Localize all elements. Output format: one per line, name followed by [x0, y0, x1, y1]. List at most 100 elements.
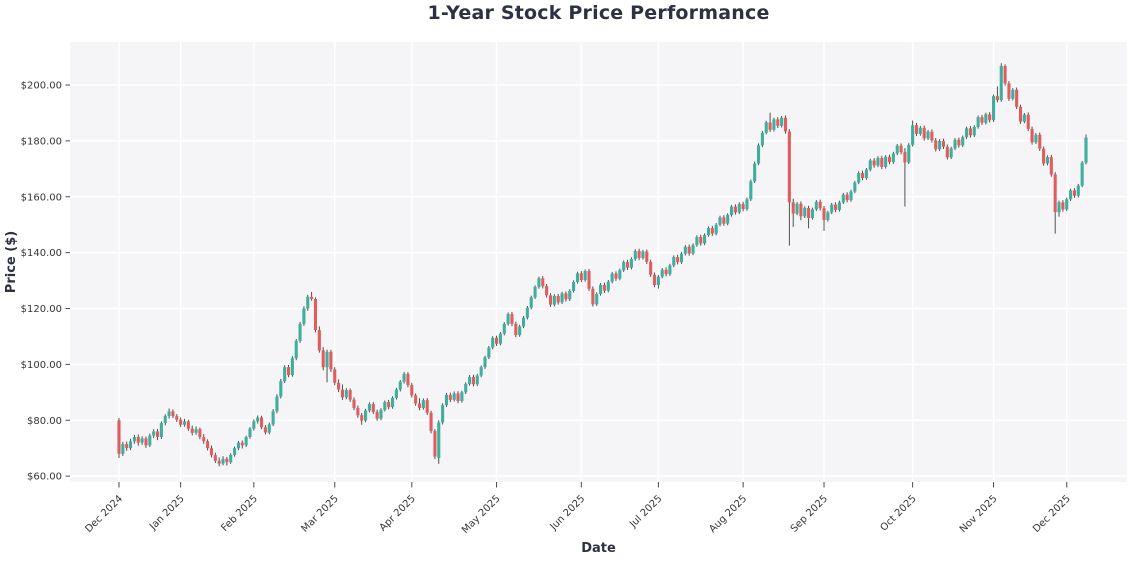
candle-body-up — [926, 131, 930, 139]
candle-body-up — [148, 435, 152, 446]
candle-body-down — [175, 416, 179, 420]
candle-body-up — [444, 394, 449, 406]
candle-body-up — [152, 431, 156, 436]
candle-body-up — [252, 421, 256, 429]
candle-body-up — [552, 295, 556, 305]
candle-body-up — [248, 428, 252, 438]
candle-body-up — [737, 204, 741, 213]
candle-body-down — [337, 382, 341, 390]
candle-body-down — [922, 127, 926, 139]
candle-body-up — [306, 296, 310, 309]
candle-body-up — [772, 119, 776, 130]
candle-body-up — [506, 314, 510, 324]
candle-body-up — [610, 273, 614, 282]
candle-body-up — [726, 214, 730, 224]
candle-body-up — [236, 442, 240, 449]
candle-body-up — [1076, 185, 1080, 196]
candle-body-down — [410, 385, 414, 396]
candle-body-up — [364, 410, 368, 421]
candle-body-down — [587, 271, 591, 289]
y-tick-label: $120.00 — [21, 304, 62, 315]
candle-body-down — [471, 376, 475, 385]
candle-body-up — [283, 367, 287, 382]
candle-body-down — [1007, 83, 1011, 99]
candle-body-up — [475, 375, 479, 385]
candle-body-up — [595, 293, 599, 305]
candle-body-up — [976, 117, 980, 127]
candle-body-up — [464, 383, 468, 393]
candle-body-up — [129, 441, 133, 449]
candle-body-up — [221, 458, 225, 464]
candle-body-down — [652, 274, 657, 286]
candle-body-up — [599, 284, 603, 294]
candle-body-down — [783, 117, 788, 132]
y-tick-label: $200.00 — [21, 81, 62, 92]
candle-body-up — [629, 259, 633, 268]
candle-body-down — [136, 437, 140, 443]
candle-body-up — [483, 357, 487, 368]
candle-body-up — [383, 402, 387, 410]
candle-body-up — [826, 212, 830, 220]
candle-body-up — [390, 397, 395, 408]
candle-body-down — [988, 114, 992, 121]
candle-body-up — [961, 137, 965, 146]
candle-body-up — [159, 423, 163, 438]
candle-body-down — [880, 157, 884, 167]
candle-body-down — [872, 160, 876, 166]
x-tick-label: Jan 2025 — [147, 493, 187, 533]
candle-body-up — [991, 96, 996, 121]
candle-body-up — [953, 139, 957, 149]
candle-body-down — [448, 394, 452, 400]
candle-body-up — [163, 416, 167, 424]
candle-body-down — [807, 207, 811, 218]
candle-body-down — [579, 273, 583, 281]
candle-body-up — [1069, 190, 1073, 200]
y-tick-label: $80.00 — [27, 416, 62, 427]
candle-body-up — [876, 157, 880, 166]
candle-body-up — [479, 367, 483, 376]
candle-body-down — [213, 455, 217, 461]
candle-body-down — [818, 201, 822, 209]
x-tick-label: Nov 2025 — [958, 493, 1000, 535]
candle-body-down — [225, 458, 229, 463]
candle-body-up — [367, 404, 371, 411]
y-tick-label: $140.00 — [21, 248, 62, 259]
candle-body-down — [625, 262, 630, 268]
candle-body-up — [502, 323, 506, 334]
candle-body-up — [841, 194, 845, 203]
candle-body-up — [132, 437, 136, 442]
x-tick-label: Jun 2025 — [548, 493, 588, 533]
candle-body-up — [965, 128, 969, 138]
candle-body-up — [803, 207, 807, 217]
x-tick-label: Dec 2024 — [83, 493, 125, 535]
candle-body-up — [756, 145, 761, 164]
candle-body-down — [545, 286, 549, 296]
x-tick-label: Sep 2025 — [789, 493, 830, 534]
candle-body-down — [206, 441, 210, 449]
candle-body-down — [125, 444, 129, 449]
candle-body-down — [741, 204, 745, 210]
candle-body-up — [498, 333, 502, 344]
candle-body-up — [575, 273, 580, 282]
candle-body-down — [356, 407, 360, 416]
x-tick-label: Oct 2025 — [879, 493, 919, 533]
candle-body-down — [541, 278, 545, 287]
candle-body-up — [560, 293, 564, 303]
candle-body-up — [379, 409, 383, 419]
candle-body-down — [1038, 134, 1042, 149]
candle-body-up — [907, 144, 911, 163]
candle-body-down — [371, 404, 375, 412]
candle-body-up — [583, 271, 587, 281]
candle-body-up — [1057, 202, 1061, 213]
candle-body-up — [814, 201, 818, 210]
candle-body-up — [394, 389, 398, 398]
candle-body-up — [745, 199, 749, 210]
candle-body-up — [864, 169, 868, 179]
candle-body-down — [155, 431, 160, 438]
candle-body-up — [525, 307, 529, 318]
candle-body-down — [941, 140, 946, 147]
candle-body-down — [456, 393, 460, 401]
candle-body-up — [167, 411, 171, 417]
candle-body-down — [171, 411, 175, 417]
candle-body-up — [233, 448, 237, 455]
